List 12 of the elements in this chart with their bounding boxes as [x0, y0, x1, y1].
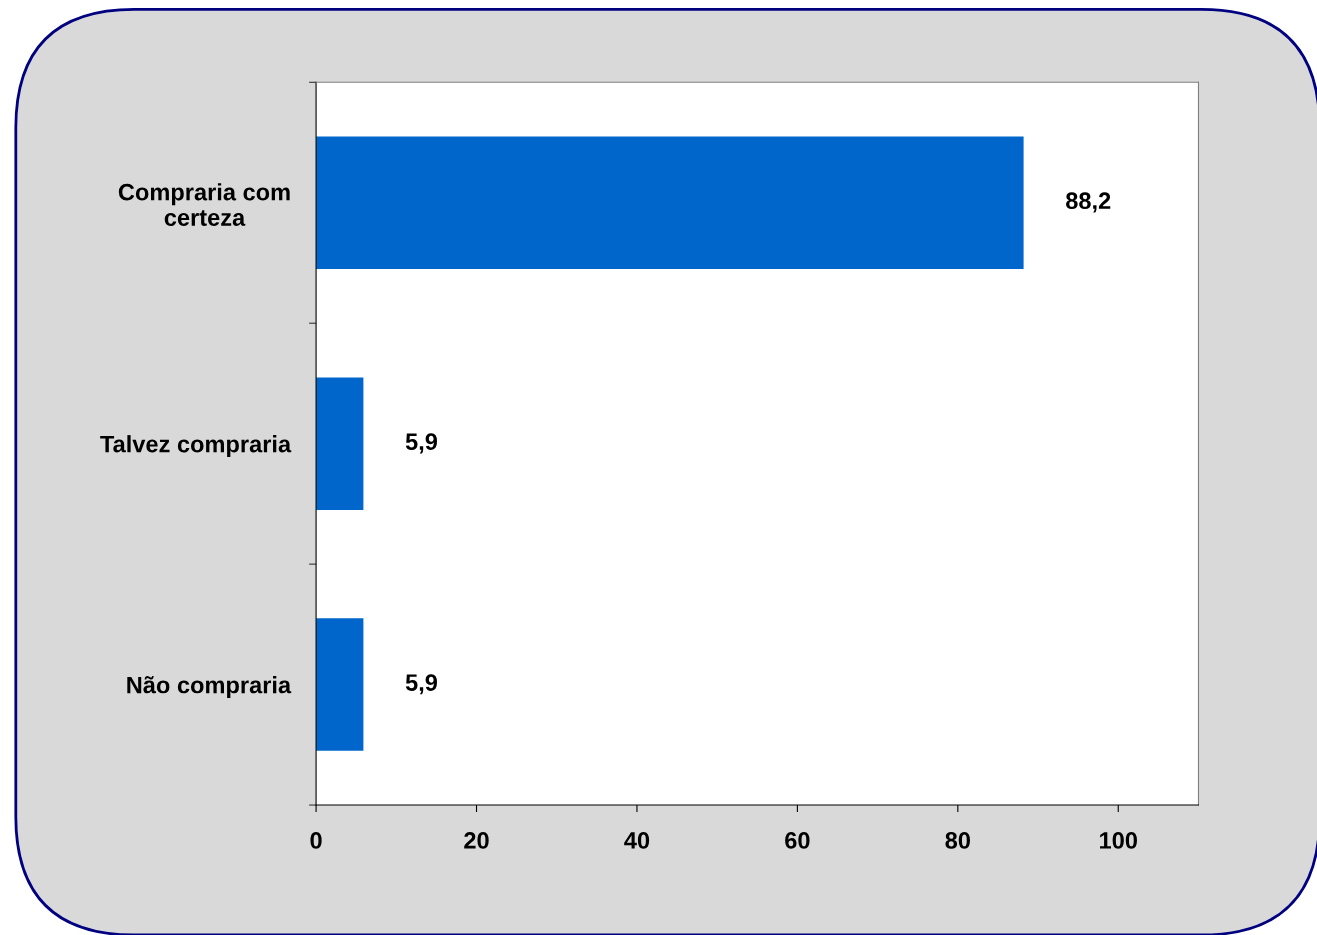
y-tick-label: Não compraria [127, 676, 292, 699]
x-tick-label: 40 [624, 832, 650, 849]
data-label: 5,9 [405, 674, 438, 695]
data-label: 88,2 [1066, 192, 1111, 213]
y-tick-label: Compraria com certeza [118, 183, 290, 226]
x-tick-label: 0 [310, 832, 322, 849]
x-tick-label: 80 [945, 832, 970, 849]
x-tick-label: 20 [464, 832, 489, 849]
x-tick-label: 100 [1100, 832, 1137, 849]
y-tick-label: Talvez compraria [100, 435, 292, 458]
x-tick-label: 60 [785, 832, 810, 849]
data-label: 5,9 [405, 433, 438, 454]
